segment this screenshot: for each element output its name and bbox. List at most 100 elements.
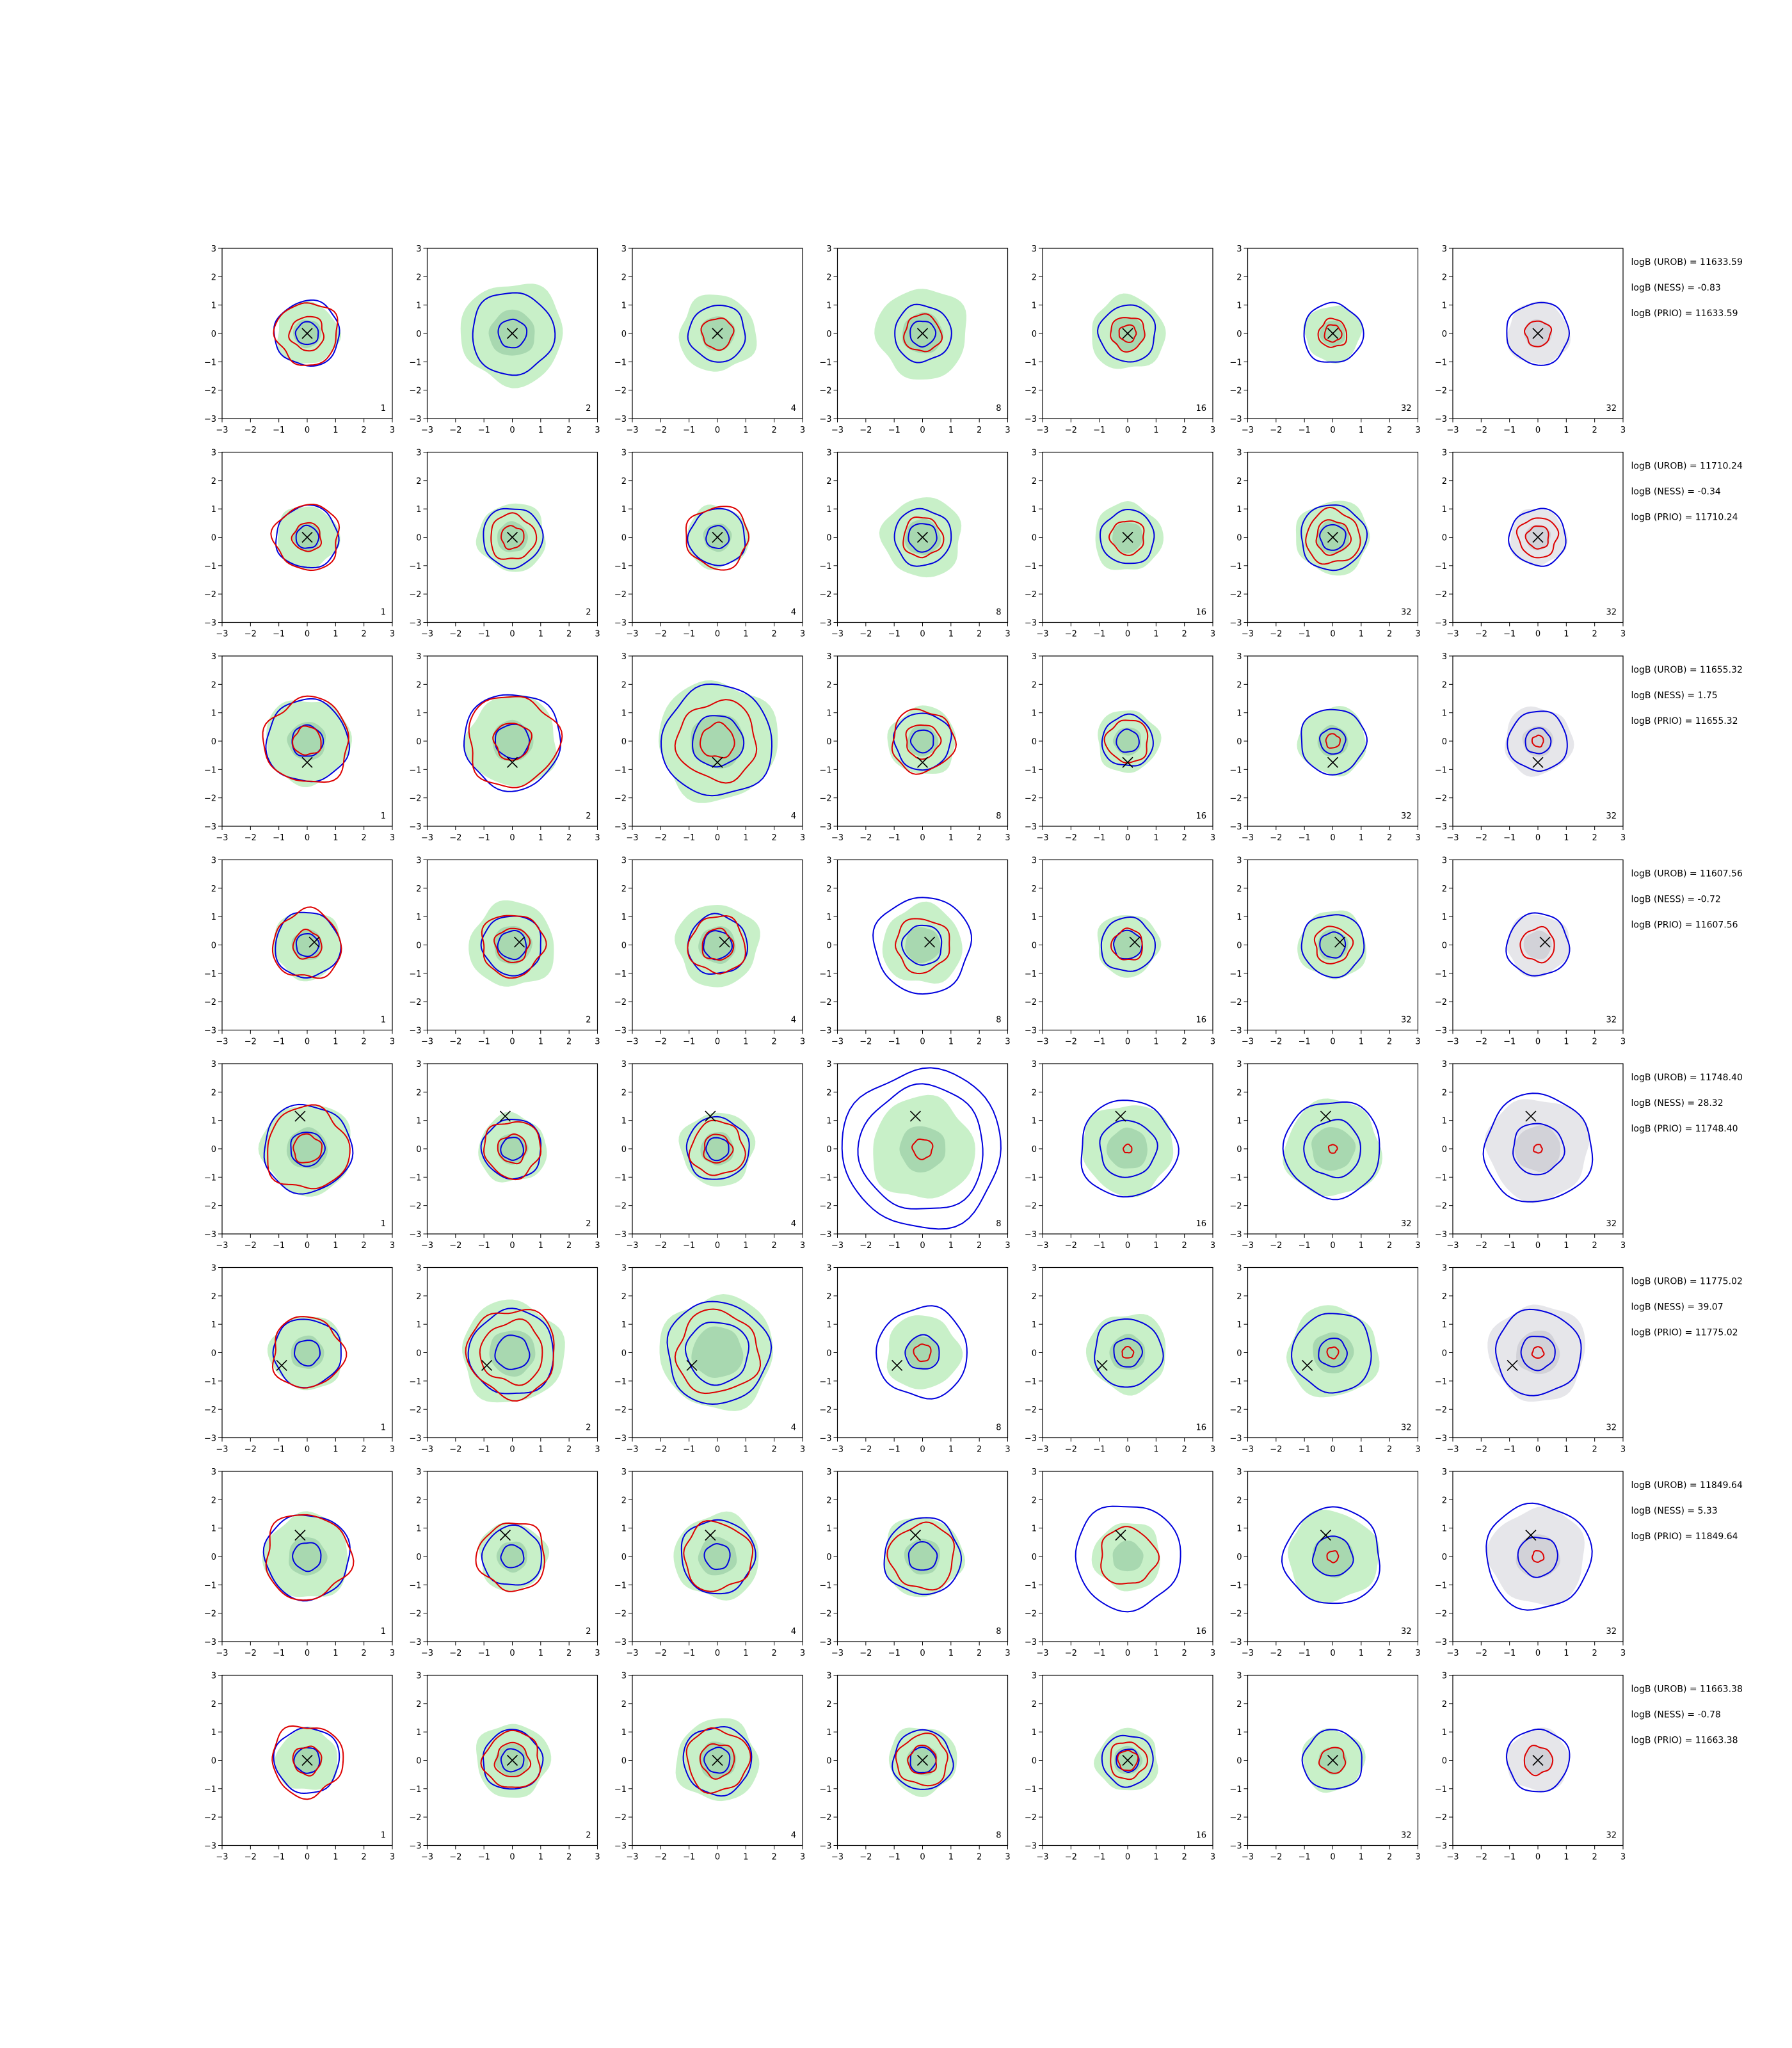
y-tick-label: 3: [621, 244, 627, 254]
x-tick-label: 2: [1182, 630, 1187, 639]
y-tick-label: −1: [409, 970, 421, 979]
x-tick-label: 2: [977, 1445, 982, 1455]
panel-contours: [476, 503, 546, 572]
blue-contour: [463, 694, 561, 792]
red-contour: [699, 1743, 735, 1780]
y-tick-label: −1: [614, 562, 627, 572]
x-tick-label: 3: [1210, 1853, 1215, 1862]
marker-x: [1532, 1754, 1544, 1766]
x-tick-label: −3: [1446, 1649, 1459, 1658]
marker-x: [1327, 328, 1339, 339]
panel-contours: [262, 695, 352, 787]
x-tick-label: 1: [1359, 1649, 1364, 1658]
y-tick-label: 3: [1442, 1060, 1447, 1069]
x-tick-label: 0: [1535, 1037, 1540, 1047]
y-tick-label: 1: [416, 1320, 421, 1330]
x-tick-label: −2: [1065, 1445, 1077, 1455]
x-tick-label: 2: [772, 833, 777, 843]
red-contour: [891, 708, 957, 775]
density-shade-core: [1312, 1536, 1354, 1578]
x-tick-label: −2: [1065, 426, 1077, 435]
red-contour: [493, 1741, 532, 1777]
x-tick-label: 3: [595, 1241, 600, 1251]
y-tick-label: −2: [1025, 1405, 1037, 1415]
x-tick-label: 1: [1153, 833, 1158, 843]
x-tick-label: 3: [1415, 1445, 1420, 1455]
y-tick-label: −1: [1229, 562, 1242, 572]
x-tick-label: 2: [1592, 1445, 1597, 1455]
x-tick-label: 0: [715, 630, 720, 639]
y-tick-label: 2: [826, 884, 831, 894]
panel-contours: [678, 294, 757, 372]
y-tick-label: −3: [614, 1434, 627, 1444]
y-tick-label: 0: [621, 1145, 627, 1155]
red-contour: [1110, 927, 1143, 961]
y-tick-label: 2: [1442, 477, 1447, 486]
red-contour: [465, 1309, 555, 1402]
red-contour: [1313, 925, 1354, 964]
y-tick-label: 2: [211, 1292, 216, 1302]
x-tick-label: 3: [390, 1445, 395, 1455]
y-tick-label: −2: [1229, 1610, 1242, 1619]
y-tick-label: −3: [1025, 1027, 1037, 1036]
red-contour: [905, 724, 942, 760]
red-contour: [700, 721, 735, 758]
panel-contours: [475, 1522, 550, 1592]
red-contour: [500, 525, 525, 550]
x-tick-label: 0: [920, 426, 925, 435]
y-tick-label: 2: [826, 1700, 831, 1709]
panel-r1-c5: −3 −3 −2 −2 −1 −1 0 0 1 1 2 2 3 3 16: [1025, 244, 1215, 435]
row-8-stat-2: logB (NESS) = -0.78: [1631, 1710, 1721, 1720]
x-tick-label: 2: [1182, 1853, 1187, 1862]
x-tick-label: −3: [1036, 630, 1048, 639]
x-tick-label: 0: [920, 1037, 925, 1047]
x-tick-label: 1: [333, 1649, 338, 1658]
marker-x: [712, 531, 723, 543]
x-tick-label: 3: [1415, 833, 1420, 843]
x-tick-label: −1: [888, 1649, 900, 1658]
red-contour: [1123, 1143, 1133, 1154]
x-tick-label: 0: [305, 1037, 310, 1047]
blue-contour: [292, 1542, 322, 1572]
y-tick-label: 1: [1236, 1728, 1242, 1738]
y-tick-label: 3: [416, 1468, 421, 1477]
panel-r3-c7: −3−3 −2 −2 −1 −1 0 0 1 1 2 2 3 3 32: [1435, 652, 1626, 843]
y-tick-label: 0: [1442, 534, 1447, 543]
y-tick-label: −1: [819, 1785, 831, 1795]
red-contour: [701, 927, 735, 961]
blue-contour: [1281, 1506, 1380, 1604]
x-tick-label: 0: [1330, 1445, 1335, 1455]
x-tick-label: −2: [449, 833, 461, 843]
x-tick-label: −1: [1093, 630, 1105, 639]
column-label: 2: [586, 1627, 591, 1636]
density-shade-core: [1106, 1127, 1148, 1169]
y-tick-label: 0: [826, 534, 831, 543]
density-shade-core: [691, 1326, 744, 1378]
blue-contour: [1075, 1505, 1181, 1613]
x-tick-label: −2: [1475, 833, 1487, 843]
marker-x: [506, 328, 518, 339]
x-tick-label: −1: [683, 1037, 695, 1047]
blue-contour: [1300, 504, 1368, 572]
x-tick-label: −3: [1036, 1853, 1048, 1862]
y-tick-label: 3: [1236, 449, 1242, 458]
blue-contour: [692, 715, 745, 768]
y-tick-label: −1: [1025, 358, 1037, 367]
panel-r4-c6: −3−3 −2 −2 −1 −1 0 0 1 1 2 2 3 3 32: [1229, 856, 1420, 1047]
y-tick-label: −3: [1435, 1027, 1447, 1036]
red-contour: [674, 1308, 762, 1395]
x-tick-label: −2: [655, 1037, 667, 1047]
x-tick-label: 2: [1387, 1445, 1392, 1455]
y-tick-label: −3: [1435, 415, 1447, 424]
marker-x: [294, 1110, 306, 1122]
x-tick-label: −3: [421, 630, 433, 639]
x-tick-label: −2: [655, 630, 667, 639]
y-tick-label: −2: [1229, 590, 1242, 600]
blue-contour: [908, 1540, 938, 1571]
y-tick-label: 1: [826, 709, 831, 719]
x-tick-label: 2: [362, 630, 367, 639]
red-contour: [271, 1725, 344, 1800]
y-tick-label: 1: [416, 1728, 421, 1738]
y-tick-label: −1: [1025, 1581, 1037, 1590]
column-label: 32: [1606, 1831, 1617, 1841]
